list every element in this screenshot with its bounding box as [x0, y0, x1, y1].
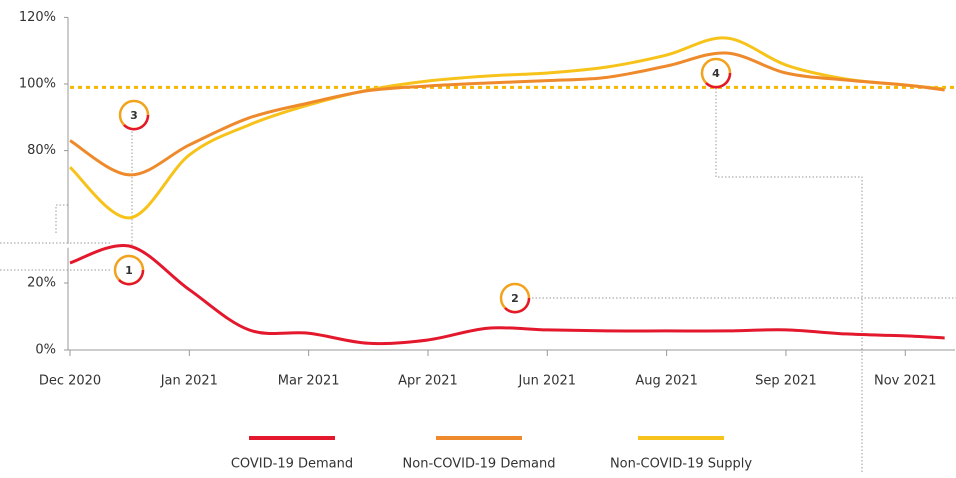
- y-tick-label: 120%: [19, 10, 56, 25]
- leader-lines: [0, 88, 956, 473]
- annotation-marker-accent: [123, 114, 150, 131]
- leader-line: [715, 88, 863, 473]
- x-tick-label: Dec 2020: [39, 374, 101, 389]
- annotation-label: 3: [130, 109, 138, 122]
- y-tick-label: 0%: [35, 343, 56, 358]
- x-tick-label: Jun 2021: [518, 374, 577, 389]
- legend-label: Non-COVID-19 Supply: [610, 457, 752, 472]
- annotation-marker-accent: [504, 297, 531, 314]
- legend-label: Non-COVID-19 Demand: [403, 457, 556, 472]
- series-line: [68, 36, 945, 220]
- y-tick-label: 20%: [27, 276, 56, 291]
- series-line: [69, 243, 945, 346]
- x-tick-label: Apr 2021: [398, 374, 458, 389]
- x-tick-label: Jan 2021: [160, 374, 218, 389]
- leader-line: [55, 204, 68, 235]
- series-line: [69, 51, 945, 177]
- x-tick-label: Aug 2021: [635, 374, 698, 389]
- x-tick-label: Nov 2021: [874, 374, 937, 389]
- x-tick-label: Mar 2021: [278, 374, 340, 389]
- annotation-marker-accent: [705, 72, 732, 89]
- y-tick-label: 100%: [19, 77, 56, 92]
- annotation-marker-accent: [118, 269, 145, 286]
- y-tick-label: 80%: [27, 143, 56, 158]
- annotation-label: 1: [125, 264, 133, 277]
- legend-label: COVID-19 Demand: [231, 457, 353, 472]
- annotation-label: 4: [712, 67, 720, 80]
- annotation-label: 2: [511, 292, 519, 305]
- x-tick-label: Sep 2021: [755, 374, 817, 389]
